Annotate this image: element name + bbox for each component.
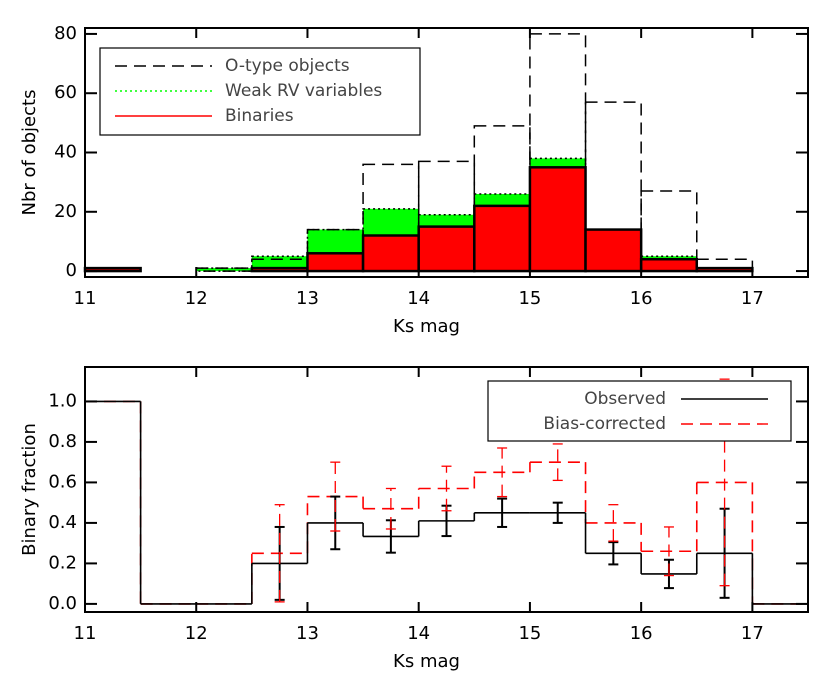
histogram-bar [362,163,420,272]
x-tick-label: 11 [74,288,97,309]
x-tick-label: 17 [741,623,764,644]
histogram-bar [639,257,699,273]
histogram-bar [417,225,476,273]
x-tick-label: 13 [296,623,319,644]
x-tick-label: 12 [185,623,208,644]
legend-box [99,47,421,136]
histogram-bar [473,125,531,272]
legend-label: Bias-corrected [543,414,666,434]
legend-label: O-type objects [225,56,350,76]
y-tick-label: 80 [54,23,77,44]
x-axis-label: Ks mag [393,651,460,672]
y-tick-label: 20 [54,201,77,222]
x-tick-label: 15 [518,288,541,309]
y-tick-label: 0.4 [48,512,77,533]
histogram-bar [529,33,587,272]
x-tick-label: 14 [407,623,430,644]
histogram-bar [640,190,698,272]
y-tick-label: 40 [54,142,77,163]
y-tick-label: 0.6 [48,471,77,492]
histogram-bar [696,258,754,272]
plot-frame [84,366,809,613]
y-tick-label: 0 [66,260,77,281]
x-tick-label: 16 [630,623,653,644]
histogram-bar [528,166,587,273]
x-tick-label: 13 [296,288,319,309]
x-axis-label: Ks mag [393,316,460,337]
y-tick-label: 60 [54,82,77,103]
legend-label: Observed [584,389,666,409]
x-tick-label: 14 [407,288,430,309]
y-tick-label: 0.0 [48,593,77,614]
y-tick-label: 1.0 [48,390,77,411]
legend-label: Binaries [225,106,294,126]
histogram-bar [584,101,642,272]
legend-label: Weak RV variables [225,81,382,101]
x-tick-label: 12 [185,288,208,309]
histogram-bar [584,228,643,273]
histogram-bar [417,160,476,272]
x-tick-label: 15 [518,623,541,644]
y-axis-label: Nbr of objects [19,90,40,216]
x-tick-label: 17 [741,288,764,309]
y-axis-label: Binary fraction [19,423,40,556]
histogram-bar [473,204,532,273]
legend-box [487,380,792,442]
x-tick-label: 11 [74,623,97,644]
x-tick-label: 16 [630,288,653,309]
histogram-bar [361,234,420,273]
histogram-bar [306,252,365,273]
y-tick-label: 0.8 [48,431,77,452]
y-tick-label: 0.2 [48,552,77,573]
